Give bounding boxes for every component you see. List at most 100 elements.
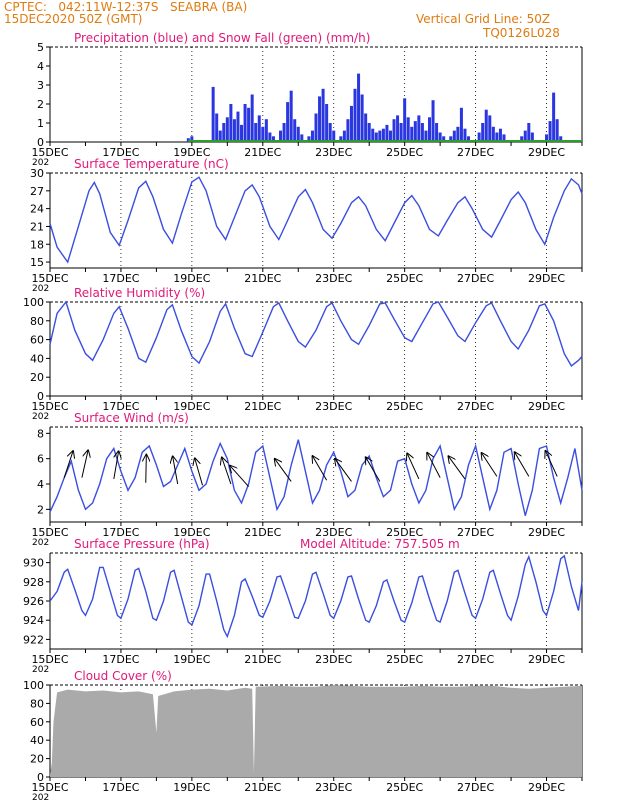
precip-bar [325, 104, 329, 142]
wind-vector [146, 455, 147, 483]
y-tick-label: 6 [37, 453, 44, 466]
precip-bar [555, 119, 559, 142]
x-tick-label: 27DEC [457, 272, 494, 285]
x-tick-label: 19DEC [173, 272, 210, 285]
x-tick-label: 15DEC [31, 781, 68, 794]
x-tick-label: 25DEC [386, 400, 423, 413]
panel-5: 922 924 926 928 930 15DEC 17DEC 19DEC 21DEC 23DEC… [23, 537, 583, 675]
panel-3: 0 20 40 60 80 100 15DEC 17DEC 19DEC 21DEC 23DEC 25D… [23, 286, 583, 422]
x-tick-label: 27DEC [457, 653, 494, 666]
precip-bar [374, 132, 378, 142]
precip-bar [548, 121, 552, 142]
x-tick-label: 19DEC [173, 526, 210, 539]
precip-bar [491, 126, 495, 142]
x-tick-label: 21DEC [244, 526, 281, 539]
precip-bar [427, 117, 432, 142]
x-tick-label: 21DEC [244, 400, 281, 413]
wind-vector [275, 459, 292, 482]
x-tick-label: 15DEC [31, 272, 68, 285]
precip-bar [456, 126, 460, 142]
x-tick-label: 21DEC [244, 146, 281, 159]
precip-bar [257, 115, 261, 142]
wind-vector [173, 456, 179, 485]
x-tick-label: 21DEC [244, 653, 281, 666]
wind-vector [81, 450, 88, 478]
precip-bar [410, 126, 414, 142]
series-line [49, 554, 583, 639]
panel-6: 0 20 40 60 80 100 15DEC 17DEC 19DEC 21DEC 23DEC 25D… [23, 669, 583, 800]
y-tick-label: 40 [30, 352, 44, 365]
wind-vector [335, 459, 352, 482]
x-tick-label: 15DEC [31, 526, 68, 539]
year-label: 202 [32, 284, 49, 294]
precip-bar [371, 128, 375, 142]
series-line [49, 176, 583, 264]
wind-vector [313, 456, 328, 481]
precip-bar [502, 134, 506, 142]
y-tick-label: 2 [37, 98, 44, 111]
precip-bar [463, 128, 467, 142]
precip-bar [523, 130, 527, 142]
precip-bar [488, 115, 492, 142]
precip-bar [420, 123, 424, 142]
station-header: CPTEC: 042:11W-12:37S SEABRA (BA) [4, 0, 248, 14]
precip-bar [403, 98, 407, 142]
panel-title: Precipitation (blue) and Snow Fall (gree… [74, 31, 370, 45]
wind-vector [448, 456, 466, 480]
precip-bar [406, 117, 410, 142]
x-tick-label: 29DEC [528, 653, 565, 666]
precip-bar [247, 107, 251, 142]
y-tick-label: 2 [37, 503, 44, 516]
precip-bar [396, 115, 400, 142]
x-tick-label: 17DEC [102, 653, 139, 666]
precip-bar [449, 136, 453, 142]
precip-bar [342, 130, 346, 142]
precip-bar [215, 113, 219, 142]
y-tick-label: 20 [30, 371, 44, 384]
wind-vector [407, 453, 420, 480]
precip-bar [495, 132, 499, 142]
y-tick-label: 18 [30, 238, 44, 251]
x-tick-label: 23DEC [315, 146, 352, 159]
year-label: 202 [32, 793, 49, 800]
precip-bar [293, 119, 297, 142]
year-label: 202 [32, 412, 49, 422]
precip-bar [240, 124, 244, 142]
precip-bar [225, 117, 229, 142]
series-line [49, 300, 583, 367]
panel-title: Surface Wind (m/s) [74, 411, 189, 425]
precip-bar [357, 73, 361, 142]
wind-vector [195, 458, 203, 486]
precip-bar [222, 123, 226, 142]
precip-bar [477, 132, 481, 142]
precip-bar [321, 88, 325, 142]
y-tick-label: 5 [37, 41, 44, 54]
x-tick-label: 19DEC [173, 781, 210, 794]
y-tick-label: 1 [37, 117, 44, 130]
precip-bar [413, 121, 417, 142]
precip-bar [286, 102, 290, 142]
precip-bar [218, 130, 222, 142]
y-tick-label: 20 [30, 753, 44, 766]
precip-bar [431, 100, 435, 142]
x-tick-label: 17DEC [102, 146, 139, 159]
panel-title: Surface Temperature (nC) [74, 157, 229, 171]
x-tick-label: 15DEC [31, 400, 68, 413]
x-tick-label: 29DEC [528, 781, 565, 794]
precip-bar [236, 111, 240, 142]
x-tick-label: 17DEC [102, 526, 139, 539]
x-tick-label: 27DEC [457, 146, 494, 159]
precip-bar [254, 123, 258, 142]
precip-bar [392, 119, 396, 142]
panel-4: 2 4 6 8 15DEC 17DEC 19DEC 21DEC 23DEC 25DEC 27DEC 2… [31, 411, 583, 548]
panel-title: Relative Humidity (%) [74, 286, 205, 300]
precip-bar [545, 134, 549, 142]
x-tick-label: 21DEC [244, 781, 281, 794]
x-tick-label: 17DEC [102, 272, 139, 285]
precip-bar [243, 104, 247, 142]
precip-bar [264, 119, 268, 142]
precip-bar [261, 126, 265, 142]
precip-bar [552, 92, 556, 142]
vertical-grid-note: Vertical Grid Line: 50Z [416, 12, 551, 26]
